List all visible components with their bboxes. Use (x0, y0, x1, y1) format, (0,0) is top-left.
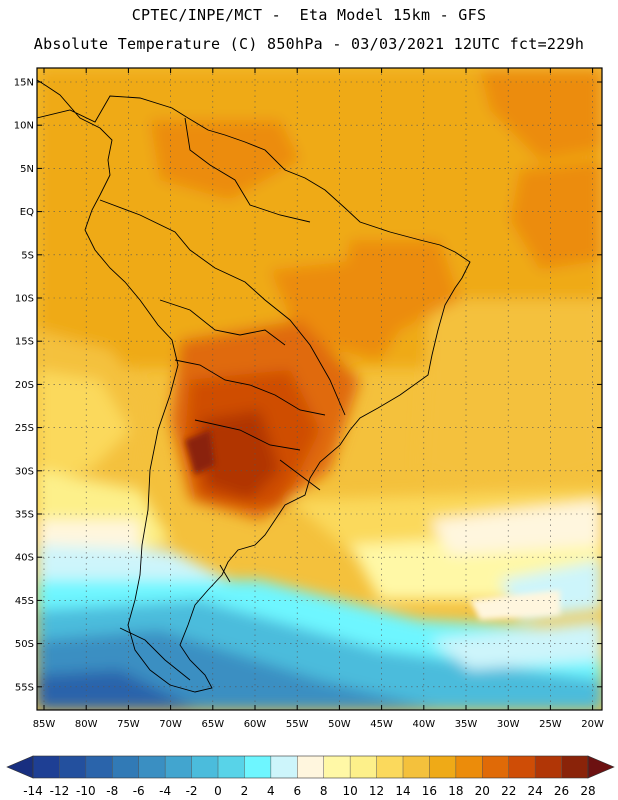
colorbar-swatch (561, 756, 589, 778)
colorbar-swatch (323, 756, 351, 778)
colorbar-swatch (112, 756, 140, 778)
colorbar-label: 8 (320, 784, 328, 798)
colorbar (6, 755, 615, 779)
graticule (37, 68, 602, 710)
colorbar-swatch (535, 756, 562, 778)
colorbar-swatch (508, 756, 536, 778)
temperature-field (37, 68, 602, 710)
colorbar-label: 20 (475, 784, 490, 798)
latitude-label: 15N (14, 78, 34, 89)
colorbar-label: 14 (395, 784, 410, 798)
latitude-label: 50S (15, 639, 34, 650)
colorbar-label: 22 (501, 784, 516, 798)
longitude-label: 65W (201, 719, 224, 730)
latitude-label: 20S (15, 380, 34, 391)
colorbar-label: -12 (50, 784, 70, 798)
longitude-label: 20W (581, 719, 604, 730)
latitude-label: 45S (15, 596, 34, 607)
longitude-label: 60W (244, 719, 267, 730)
colorbar-swatch (403, 756, 430, 778)
longitude-label: 70W (159, 719, 182, 730)
colorbar-swatch (270, 756, 298, 778)
latitude-label: 25S (15, 423, 34, 434)
colorbar-label: -8 (106, 784, 118, 798)
colorbar-label: -4 (159, 784, 171, 798)
colorbar-label: 0 (214, 784, 222, 798)
latitude-label: 5S (21, 250, 34, 261)
colorbar-swatch (482, 756, 510, 778)
colorbar-swatch (191, 756, 219, 778)
latitude-labels: 15N 10N 5N EQ 5S 10S 15S 20S 25S 30S 35S 40S 45S 50S 5… (14, 78, 34, 694)
colorbar-label: 26 (554, 784, 569, 798)
longitude-labels: 85W 80W 75W 70W 65W 60W 55W 50W 45W 40W 35W 30W 25W 2… (33, 719, 604, 730)
colorbar-label: 28 (580, 784, 595, 798)
colorbar-label: 2 (241, 784, 249, 798)
latitude-label: 10S (15, 294, 34, 305)
colorbar-swatch (297, 756, 325, 778)
longitude-label: 25W (539, 719, 562, 730)
colorbar-label: 18 (448, 784, 463, 798)
colorbar-outline (32, 755, 589, 779)
longitude-label: 40W (412, 719, 435, 730)
colorbar-over-arrow (587, 755, 615, 779)
colorbar-label: -14 (23, 784, 43, 798)
latitude-label: 55S (15, 682, 34, 693)
latitude-label: 30S (15, 466, 34, 477)
colorbar-swatch (33, 756, 60, 778)
colorbar-label: 12 (369, 784, 384, 798)
longitude-label: 45W (370, 719, 393, 730)
map-title-line-1: CPTEC/INPE/MCT - Eta Model 15km - GFS (131, 6, 487, 24)
colorbar-swatch (165, 756, 192, 778)
latitude-label: 15S (15, 337, 34, 348)
colorbar-swatch (85, 756, 113, 778)
colorbar-swatch (455, 756, 483, 778)
colorbar-label: -10 (76, 784, 96, 798)
axis-ticks (37, 68, 602, 710)
colorbar-under-arrow (6, 755, 34, 779)
map-title-line-2: Absolute Temperature (C) 850hPa - 03/03/… (33, 35, 585, 53)
colorbar-label: 6 (293, 784, 301, 798)
longitude-label: 75W (117, 719, 140, 730)
longitude-label: 30W (497, 719, 520, 730)
latitude-label: 10N (14, 121, 34, 132)
longitude-label: 35W (455, 719, 478, 730)
colorbar-label: 24 (528, 784, 543, 798)
colorbar-swatch (138, 756, 166, 778)
colorbar-swatch (350, 756, 377, 778)
colorbar-label: -6 (133, 784, 145, 798)
colorbar-labels: -14 -12 -10 -8 -6 -4 -2 0 2 4 6 8 10 12 14 16 18 20 22 24 26… (23, 784, 595, 798)
latitude-label: EQ (20, 207, 34, 218)
latitude-label: 35S (15, 510, 34, 521)
colorbar-label: -2 (186, 784, 198, 798)
latitude-label: 5N (20, 164, 34, 175)
latitude-label: 40S (15, 553, 34, 564)
longitude-label: 55W (286, 719, 309, 730)
colorbar-swatch (429, 756, 457, 778)
colorbar-label: 4 (267, 784, 275, 798)
colorbar-label: 16 (422, 784, 437, 798)
longitude-label: 85W (33, 719, 56, 730)
coastline (37, 79, 471, 693)
colorbar-label: 10 (343, 784, 358, 798)
colorbar-swatch (244, 756, 272, 778)
colorbar-swatch (59, 756, 87, 778)
colorbar-swatch (376, 756, 404, 778)
map-frame (36, 67, 603, 711)
longitude-label: 50W (328, 719, 351, 730)
longitude-label: 80W (75, 719, 98, 730)
colorbar-swatch (218, 756, 245, 778)
